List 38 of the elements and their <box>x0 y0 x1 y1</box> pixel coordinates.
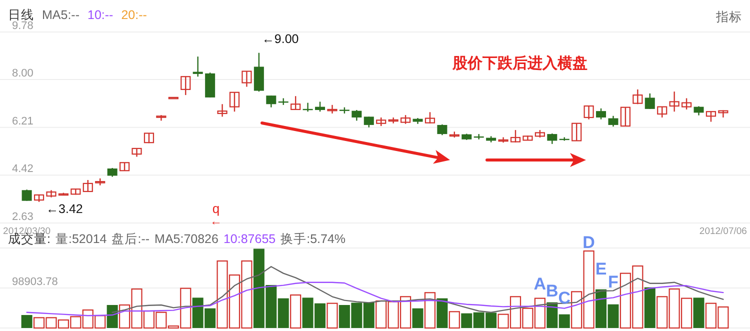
annotation: q <box>212 201 220 216</box>
y-tick-label: 98903.78 <box>12 276 58 288</box>
annotation: D <box>582 232 595 252</box>
text: MA5:70826 <box>154 232 219 246</box>
annotation: C <box>558 288 571 308</box>
text: 10:87655 <box>223 232 276 246</box>
bar <box>412 308 424 328</box>
text: 10:-- <box>88 8 114 22</box>
annotation: B <box>546 281 558 300</box>
x-tick-label: 2012/07/06 <box>699 226 747 237</box>
bar <box>644 287 656 328</box>
text: 指标 <box>715 10 742 24</box>
annotation: E <box>595 259 607 278</box>
y-tick-label: 6.21 <box>12 115 34 128</box>
y-tick-label: 2.63 <box>12 211 34 223</box>
annotation: F <box>608 272 618 292</box>
bar <box>290 294 302 329</box>
chart-title: 日线 <box>8 8 34 22</box>
y-tick-label: 4.42 <box>12 163 34 176</box>
bar <box>424 292 436 329</box>
annotation: ←3.42 <box>46 202 83 216</box>
y-tick-label: 8.00 <box>12 68 34 80</box>
annotation: 股价下跌后进入横盘 <box>452 55 588 72</box>
bar <box>448 311 460 329</box>
text: MA5:-- <box>42 8 80 22</box>
bar <box>106 304 118 328</box>
annotation: ←9.00 <box>262 32 299 46</box>
text: 换手:5.74% <box>280 232 346 246</box>
y-tick-label: 9.78 <box>12 20 34 32</box>
bar <box>21 315 32 328</box>
annotation: ← <box>210 214 222 228</box>
bar <box>436 298 448 328</box>
bar <box>326 302 338 329</box>
text: 盘后:-- <box>112 232 150 246</box>
text: 量:52014 <box>55 232 107 246</box>
bar <box>693 298 704 328</box>
text: 20:-- <box>121 8 147 22</box>
annotation: A <box>534 274 546 294</box>
